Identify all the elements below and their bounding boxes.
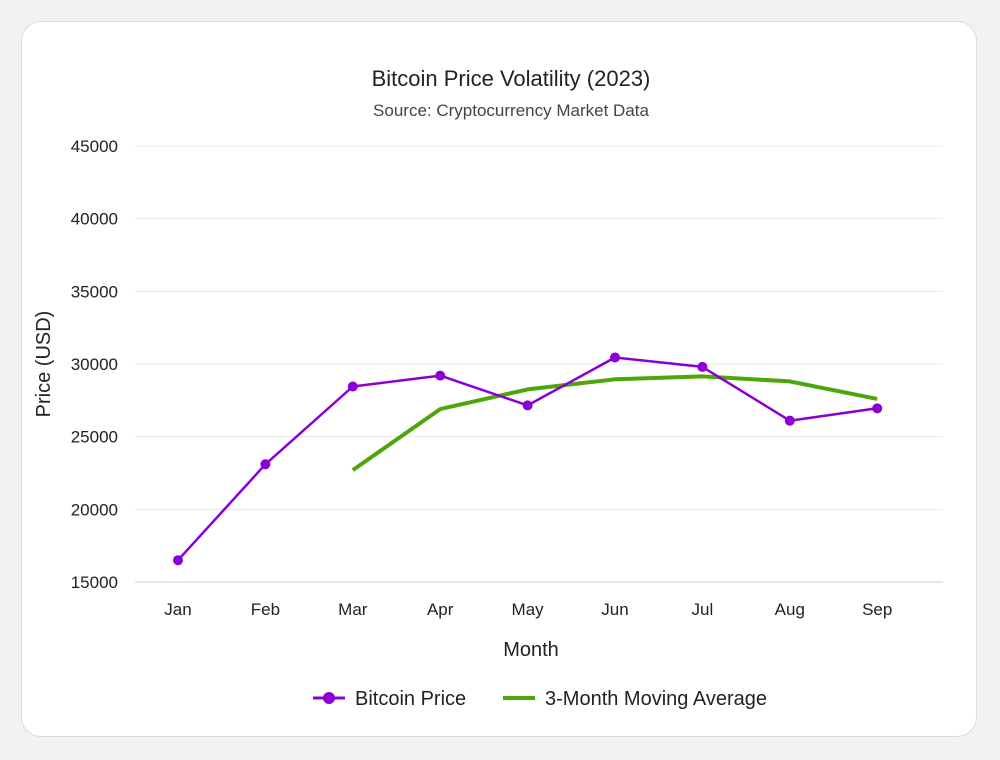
chart-card — [21, 21, 977, 737]
legend-marker-bitcoin-price — [323, 692, 335, 704]
series-lines — [173, 352, 883, 566]
legend: Bitcoin Price 3-Month Moving Average — [313, 688, 767, 710]
legend-item-moving-average[interactable]: 3-Month Moving Average — [503, 688, 767, 710]
x-tick-label: Mar — [338, 600, 368, 619]
x-tick-label: Apr — [427, 600, 454, 619]
data-point[interactable] — [610, 352, 620, 363]
data-point[interactable] — [347, 381, 358, 392]
data-point[interactable] — [173, 555, 183, 566]
data-point[interactable] — [697, 361, 708, 372]
x-tick-label: Aug — [775, 600, 805, 619]
chart-subtitle: Source: Cryptocurrency Market Data — [373, 101, 649, 120]
series-line-1[interactable] — [351, 374, 878, 472]
x-tick-label: Jan — [164, 600, 191, 619]
y-axis-label: Price (USD) — [33, 311, 55, 418]
y-tick-label: 35000 — [71, 282, 118, 301]
legend-item-bitcoin-price[interactable]: Bitcoin Price — [313, 688, 466, 710]
x-tick-label: Sep — [862, 600, 892, 619]
y-tick-label: 25000 — [71, 428, 118, 447]
data-point[interactable] — [435, 370, 446, 381]
x-tick-label: Jul — [692, 600, 714, 619]
data-point[interactable] — [872, 403, 883, 414]
data-point[interactable] — [784, 415, 795, 426]
x-tick-label: Feb — [251, 600, 280, 619]
legend-label-moving-average: 3-Month Moving Average — [545, 688, 767, 710]
legend-label-bitcoin-price: Bitcoin Price — [355, 688, 466, 710]
y-tick-label: 45000 — [71, 137, 118, 156]
y-tick-label: 30000 — [71, 355, 118, 374]
x-tick-label: May — [512, 600, 545, 619]
x-tick-label: Jun — [601, 600, 628, 619]
x-axis-label: Month — [503, 639, 559, 661]
data-point[interactable] — [260, 459, 271, 470]
grid-lines — [135, 145, 943, 583]
y-axis-ticks: 15000 20000 25000 30000 35000 40000 45000 — [71, 137, 118, 592]
x-axis-ticks: Jan Feb Mar Apr May Jun Jul Aug Sep — [164, 600, 892, 619]
y-tick-label: 20000 — [71, 500, 118, 519]
y-tick-label: 40000 — [71, 210, 118, 229]
data-point[interactable] — [522, 400, 533, 411]
y-tick-label: 15000 — [71, 573, 118, 592]
chart-title: Bitcoin Price Volatility (2023) — [372, 66, 651, 91]
